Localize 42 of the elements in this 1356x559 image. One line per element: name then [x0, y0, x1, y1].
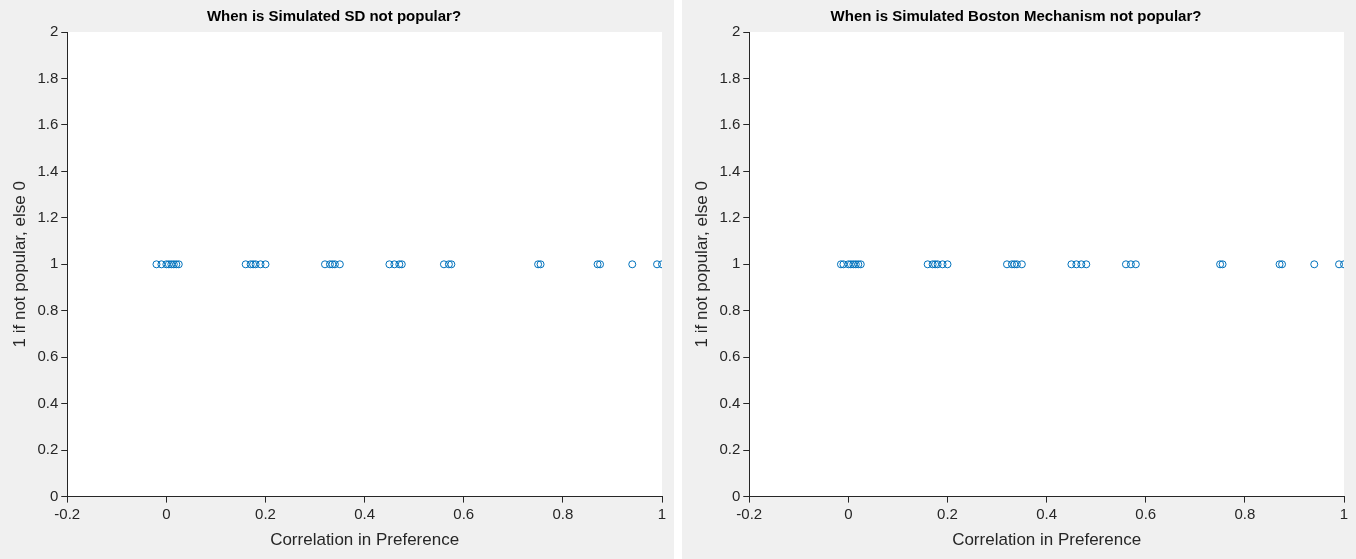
y-tick-label: 1.8 [719, 68, 741, 86]
y-tick-label: 1.8 [37, 68, 59, 86]
y-tick-label: 0.8 [37, 300, 59, 318]
x-axis-title: Correlation in Preference [270, 530, 460, 550]
x-tick-label: 0.6 [453, 504, 475, 522]
x-tick-label: 1 [1339, 504, 1349, 522]
y-tick-label: 0.4 [719, 393, 741, 411]
x-tick-label: 0.8 [1234, 504, 1256, 522]
chart-title: When is Simulated Boston Mechanism not popular? [830, 7, 1202, 25]
y-axis-title: 1 if not popular, else 0 [691, 181, 711, 348]
y-tick-label: 1.4 [719, 161, 741, 179]
y-tick-label: 0.8 [719, 300, 741, 318]
y-tick-label: 0 [49, 486, 59, 504]
y-tick-label: 1.6 [37, 115, 59, 133]
x-tick-label: 0 [162, 504, 171, 522]
chart-title: When is Simulated SD not popular? [206, 7, 462, 25]
x-tick-label: 0.8 [552, 504, 574, 522]
y-tick-label: 1 [731, 254, 741, 272]
x-tick-label: 0.2 [255, 504, 276, 522]
y-tick-label: 1 [49, 254, 59, 272]
x-axis-title: Correlation in Preference [952, 530, 1142, 550]
x-tick-label: 0.4 [354, 504, 376, 522]
y-tick-label: 1.6 [719, 115, 741, 133]
y-tick-label: 0.4 [37, 393, 59, 411]
y-tick-label: 0.2 [37, 440, 59, 458]
x-tick-label: 0.6 [1135, 504, 1157, 522]
x-tick-label: 0.4 [1036, 504, 1058, 522]
x-tick-label: -0.2 [736, 504, 763, 522]
y-tick-label: 1.4 [37, 161, 59, 179]
y-tick-label: 2 [49, 22, 59, 40]
y-axis-title: 1 if not popular, else 0 [9, 181, 29, 348]
x-tick-label: 1 [657, 504, 667, 522]
x-tick-label: -0.2 [54, 504, 81, 522]
y-tick-label: 1.2 [37, 207, 59, 225]
y-tick-label: 0.2 [719, 440, 741, 458]
y-tick-label: 1.2 [719, 207, 741, 225]
x-tick-label: 0.2 [937, 504, 958, 522]
y-tick-label: 0.6 [719, 347, 741, 365]
y-tick-label: 0 [731, 486, 741, 504]
y-tick-label: 0.6 [37, 347, 59, 365]
y-tick-label: 2 [731, 22, 741, 40]
x-tick-label: 0 [844, 504, 853, 522]
